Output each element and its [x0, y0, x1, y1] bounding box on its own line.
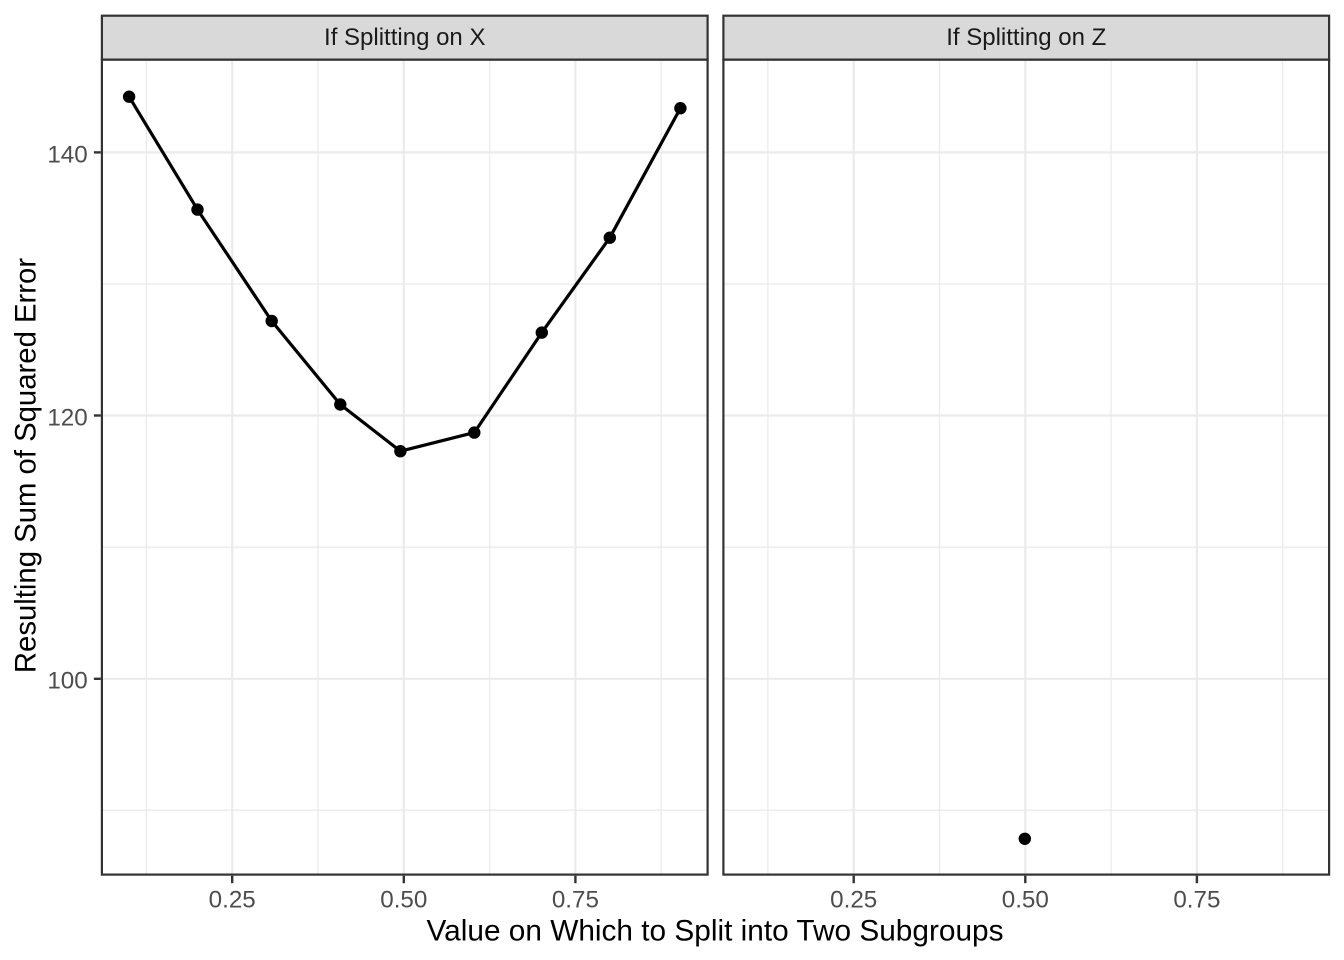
svg-text:If Splitting on X: If Splitting on X — [324, 24, 485, 51]
svg-text:If Splitting on Z: If Splitting on Z — [946, 24, 1106, 51]
svg-text:0.50: 0.50 — [380, 886, 427, 913]
svg-text:Value on Which to Split into T: Value on Which to Split into Two Subgrou… — [427, 915, 1004, 948]
svg-text:0.50: 0.50 — [1002, 886, 1049, 913]
svg-text:0.75: 0.75 — [1173, 886, 1220, 913]
svg-text:0.25: 0.25 — [830, 886, 877, 913]
svg-text:0.25: 0.25 — [209, 886, 256, 913]
svg-text:140: 140 — [47, 141, 87, 168]
svg-text:100: 100 — [47, 668, 87, 695]
svg-text:Resulting Sum of Squared Error: Resulting Sum of Squared Error — [10, 258, 43, 673]
svg-text:0.75: 0.75 — [552, 886, 599, 913]
svg-text:120: 120 — [47, 404, 87, 431]
